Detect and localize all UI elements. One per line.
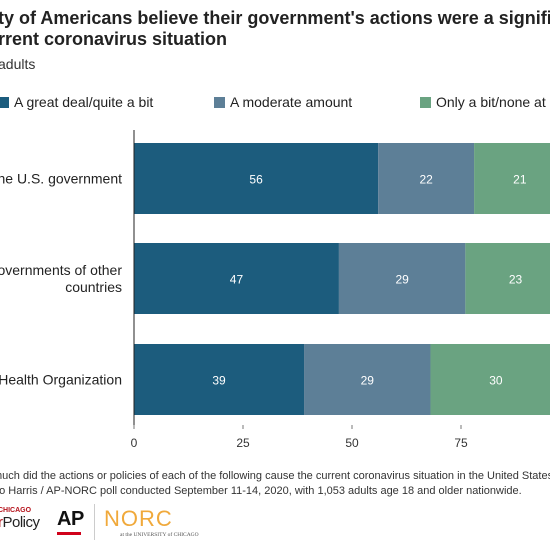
chicago-logo-policy-text: Policy xyxy=(2,514,41,531)
bar-segment-0-0 xyxy=(134,143,379,214)
bar-segment-1-2 xyxy=(465,243,550,314)
chart-title: ty of Americans believe their government… xyxy=(0,8,550,50)
ap-logo: AP xyxy=(57,508,84,530)
bar-segment-0-2 xyxy=(474,143,550,214)
legend-swatch-moderate xyxy=(214,96,225,108)
x-tick-label-3: 75 xyxy=(454,436,468,450)
bar-value-label-2-2: 30 xyxy=(489,374,503,388)
chicago-logo-big-text: rPolicy xyxy=(0,514,41,531)
ap-logo-underline xyxy=(57,532,81,535)
legend-item-only-a-bit: Only a bit/none at xyxy=(420,92,546,112)
bar-value-label-1-0: 47 xyxy=(230,273,244,287)
stacked-bar-chart: 56 22 21 he U.S. government 47 29 23 overnments… xyxy=(0,130,550,450)
chart-title-line-2: rrent coronavirus situation xyxy=(0,29,228,49)
bar-value-label-0-1: 22 xyxy=(419,173,433,187)
chart-legend: A great deal/quite a bit A moderate amou… xyxy=(0,92,550,112)
legend-item-great-deal: A great deal/quite a bit xyxy=(0,92,153,112)
chicago-logo-small-text: CHICAGO xyxy=(0,507,32,514)
chart-title-line-1: ty of Americans believe their government… xyxy=(0,8,550,28)
legend-label-great-deal: A great deal/quite a bit xyxy=(14,94,154,110)
norc-logo-subtitle: at the UNIVERSITY of CHICAGO xyxy=(120,532,199,538)
bar-value-label-2-1: 29 xyxy=(361,374,375,388)
chicago-policy-logo: CHICAGO rPolicy xyxy=(0,507,40,531)
legend-item-moderate: A moderate amount xyxy=(214,92,352,112)
category-label-1-0: overnments of other xyxy=(0,262,122,278)
bar-segment-1-0 xyxy=(134,243,339,314)
norc-logo: NORC xyxy=(104,506,173,531)
bar-segment-2-0 xyxy=(134,344,305,415)
bar-value-label-0-0: 56 xyxy=(249,173,263,187)
legend-swatch-only-a-bit xyxy=(420,96,431,108)
bar-value-label-1-2: 23 xyxy=(509,273,523,287)
chart-subtitle: adults xyxy=(0,56,36,72)
category-label-0-0: he U.S. government xyxy=(0,171,122,187)
bar-segment-0-1 xyxy=(378,143,475,214)
x-tick-label-1: 25 xyxy=(236,436,250,450)
x-tick-label-2: 50 xyxy=(345,436,359,450)
bar-segment-2-2 xyxy=(430,344,550,415)
footer-question: much did the actions or policies of each… xyxy=(0,470,550,482)
x-tick-label-0: 0 xyxy=(131,436,138,450)
category-label-1-1: countries xyxy=(65,279,122,295)
legend-label-moderate: A moderate amount xyxy=(230,94,353,110)
logo-strip: CHICAGO rPolicy AP NORC at the UNIVERSIT… xyxy=(0,500,550,550)
logo-divider xyxy=(94,504,95,540)
chart-footer: much did the actions or policies of each… xyxy=(0,469,550,499)
bar-value-label-0-2: 21 xyxy=(513,173,527,187)
legend-swatch-great-deal xyxy=(0,96,9,108)
bar-segment-2-1 xyxy=(304,344,431,415)
footer-source: go Harris / AP-NORC poll conducted Septe… xyxy=(0,485,522,497)
category-label-2-0: Health Organization xyxy=(0,372,122,388)
bar-value-label-2-0: 39 xyxy=(212,374,226,388)
bar-segment-1-1 xyxy=(338,243,466,314)
legend-label-only-a-bit: Only a bit/none at xyxy=(436,94,546,110)
bar-value-label-1-1: 29 xyxy=(395,273,409,287)
